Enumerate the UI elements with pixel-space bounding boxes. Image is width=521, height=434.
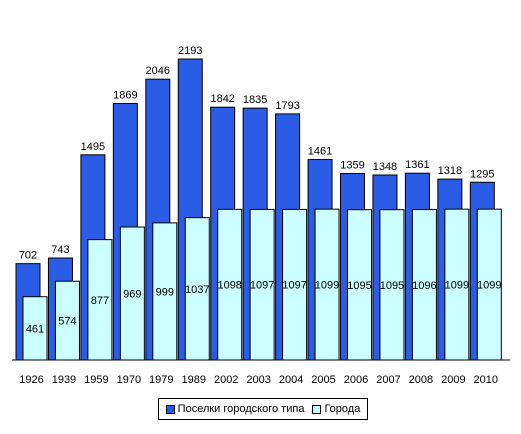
bar-series-b-1959 [87, 239, 113, 361]
data-label-series-a-1926: 702 [19, 250, 37, 262]
data-label-series-a-2008: 1361 [405, 159, 429, 171]
x-tick-label-2004: 2004 [279, 374, 303, 386]
data-label-series-b-1926: 461 [26, 323, 44, 335]
data-label-series-a-1959: 1495 [81, 141, 105, 153]
data-label-series-b-1959: 877 [91, 295, 109, 307]
bar-series-b-2006 [347, 209, 372, 361]
data-label-series-b-1939: 574 [58, 316, 76, 328]
x-tick-label-2009: 2009 [441, 374, 465, 386]
data-label-series-a-2007: 1348 [373, 161, 397, 173]
data-label-series-b-2006: 1095 [347, 280, 371, 292]
x-tick-label-2010: 2010 [474, 374, 498, 386]
bar-series-b-1939 [54, 280, 80, 361]
x-tick-label-1970: 1970 [117, 374, 141, 386]
legend-item-series-b: Города [312, 403, 360, 415]
data-label-series-a-2010: 1295 [470, 168, 494, 180]
legend: Поселки городского типа Города [158, 398, 368, 420]
data-label-series-a-2006: 1359 [340, 159, 364, 171]
x-tick-label-1959: 1959 [84, 374, 108, 386]
data-label-series-b-1979: 999 [156, 286, 174, 298]
legend-label-series-a: Поселки городского типа [177, 403, 305, 415]
x-tick-labels-layer: 1926 1939 1959 1970 1979 1989 2002 2003 2004 2005… [19, 374, 498, 386]
bar-series-b-2008 [411, 209, 437, 361]
x-tick-label-1989: 1989 [182, 374, 206, 386]
legend-swatch-cyan [312, 404, 322, 414]
x-tick-label-1979: 1979 [149, 374, 173, 386]
x-tick-label-2008: 2008 [409, 374, 433, 386]
data-label-series-a-1989: 2193 [178, 45, 202, 57]
data-label-series-a-2002: 1842 [210, 93, 234, 105]
x-tick-label-2005: 2005 [311, 374, 335, 386]
data-label-series-b-2007: 1095 [380, 280, 404, 292]
data-label-series-b-2002: 1098 [217, 280, 241, 292]
data-label-series-a-2005: 1461 [308, 145, 332, 157]
bar-series-b-1926 [22, 296, 48, 361]
bar-series-b-1970 [119, 226, 145, 361]
data-label-series-b-2010: 1099 [477, 280, 501, 292]
data-label-series-a-2009: 1318 [438, 165, 462, 177]
data-label-series-a-2003: 1835 [243, 94, 267, 106]
data-label-series-a-1979: 2046 [146, 65, 170, 77]
bar-series-b-2009 [444, 208, 470, 361]
legend-label-series-b: Города [324, 403, 361, 415]
bar-series-b-2004 [282, 208, 308, 361]
x-tick-label-1939: 1939 [52, 374, 76, 386]
data-label-series-b-2003: 1097 [250, 280, 274, 292]
bar-series-b-2002 [217, 208, 243, 361]
data-label-series-b-2008: 1096 [412, 280, 436, 292]
bar-series-b-2003 [249, 208, 275, 361]
legend-swatch-blue [165, 404, 175, 414]
x-tick-label-2003: 2003 [246, 374, 270, 386]
data-label-series-b-1989: 1037 [185, 284, 209, 296]
x-tick-label-2006: 2006 [344, 374, 368, 386]
data-label-series-a-1970: 1869 [113, 89, 137, 101]
data-labels-layer: 702 461 743 574 1495 877 1869 969 2046 999 2193 103… [19, 45, 502, 335]
data-label-series-a-1939: 743 [51, 244, 69, 256]
data-label-series-b-2004: 1097 [282, 280, 306, 292]
x-tick-label-1926: 1926 [19, 374, 43, 386]
bars-layer [15, 58, 502, 361]
bar-series-b-2010 [476, 208, 502, 361]
data-label-series-b-1970: 969 [123, 289, 141, 301]
x-tick-label-2002: 2002 [214, 374, 238, 386]
bar-series-b-1989 [184, 217, 210, 361]
data-label-series-b-2005: 1099 [315, 280, 339, 292]
data-label-series-a-2004: 1793 [275, 100, 299, 112]
bar-series-b-2005 [314, 208, 340, 361]
bar-series-b-1979 [152, 222, 178, 361]
bar-series-b-2007 [379, 209, 405, 361]
x-tick-label-2007: 2007 [376, 374, 400, 386]
legend-item-series-a: Поселки городского типа [165, 403, 305, 415]
data-label-series-b-2009: 1099 [445, 280, 469, 292]
